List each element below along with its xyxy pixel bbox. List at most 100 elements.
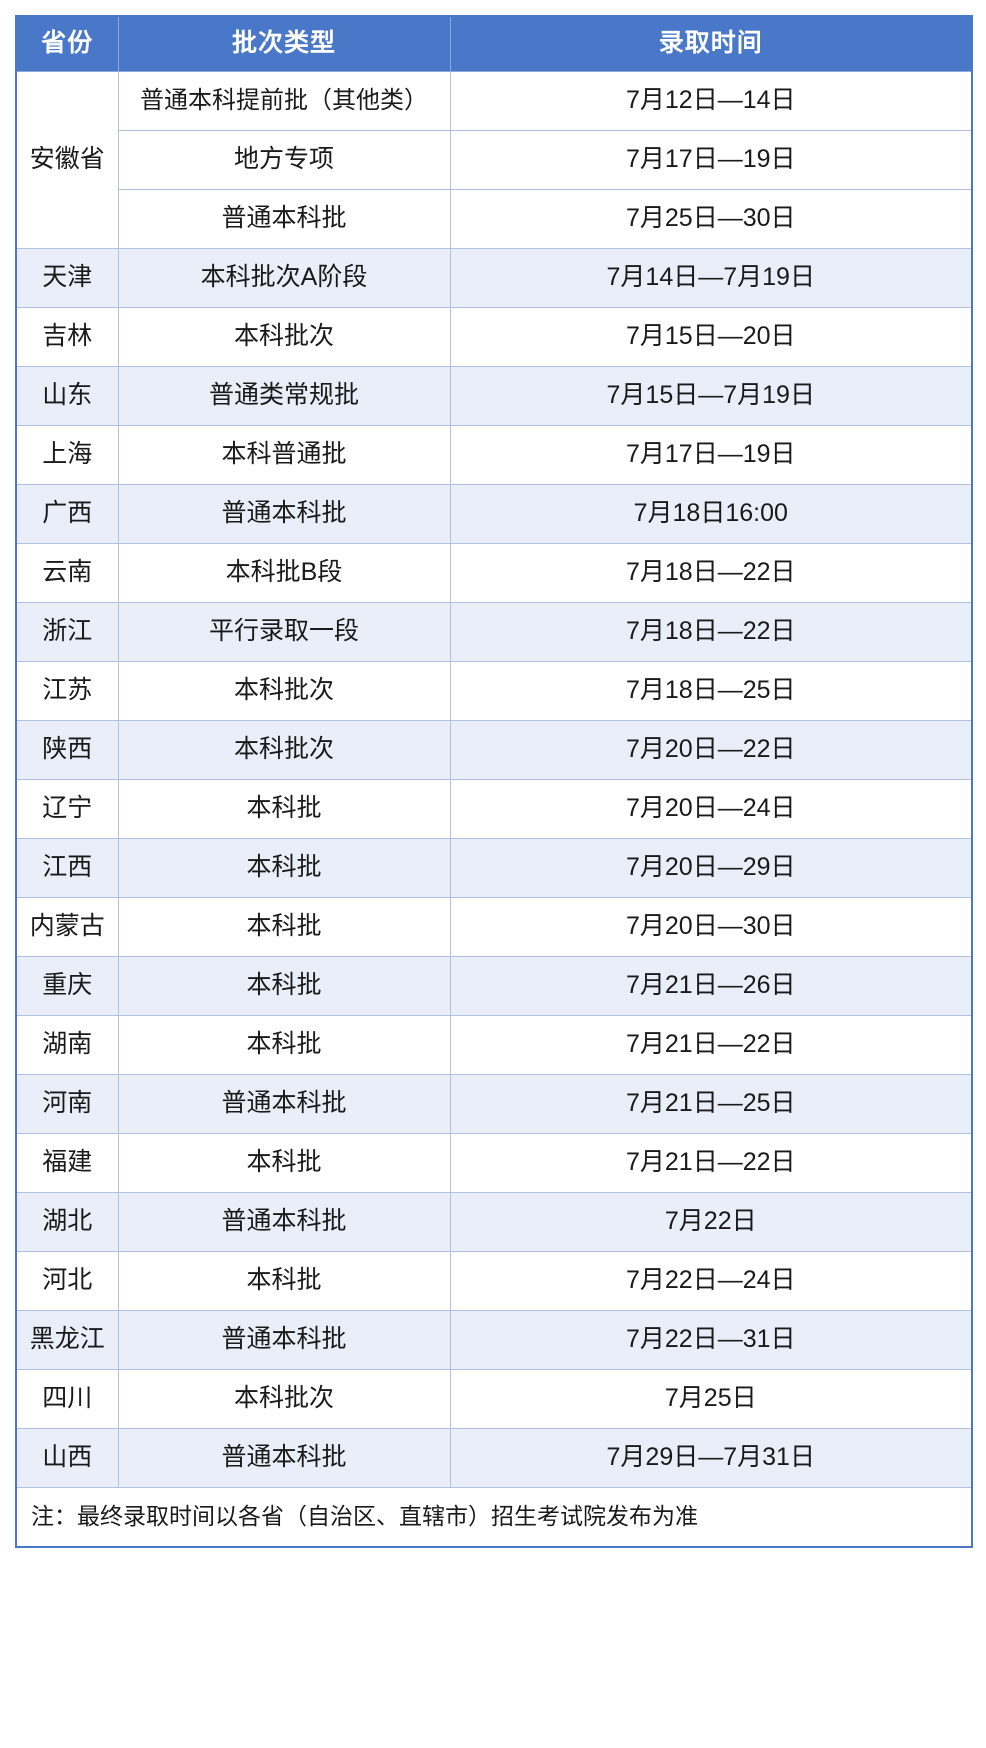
cell-province: 云南 [15,542,119,603]
cell-admission-time: 7月21日—26日 [449,955,973,1016]
cell-province: 吉林 [15,306,119,367]
cell-admission-time: 7月15日—7月19日 [449,365,973,426]
table-row: 广西 普通本科批 7月18日16:00 [15,483,973,544]
cell-province: 湖南 [15,1014,119,1075]
table-row: 辽宁 本科批 7月20日—24日 [15,778,973,839]
table-body: 安徽省 普通本科提前批（其他类） 7月12日—14日 地方专项 7月17日—19日 普通本… [15,70,973,1548]
cell-batch-type: 本科批 [117,896,451,957]
table-row: 湖南 本科批 7月21日—22日 [15,1014,973,1075]
cell-batch-type: 普通本科批 [117,188,451,249]
cell-batch-type: 普通本科批 [117,1191,451,1252]
table-row: 地方专项 7月17日—19日 [16,129,973,190]
admission-schedule-table: 省份 批次类型 录取时间 安徽省 普通本科提前批（其他类） 7月12日—14日 地方专… [15,15,973,1548]
cell-admission-time: 7月15日—20日 [449,306,973,367]
table-row: 内蒙古 本科批 7月20日—30日 [15,896,973,957]
column-header-province: 省份 [15,15,119,72]
table-row: 福建 本科批 7月21日—22日 [15,1132,973,1193]
table-row: 湖北 普通本科批 7月22日 [15,1191,973,1252]
cell-province: 黑龙江 [15,1309,119,1370]
cell-admission-time: 7月22日—31日 [449,1309,973,1370]
cell-admission-time: 7月21日—22日 [449,1014,973,1075]
cell-batch-type: 本科批次 [117,1368,451,1429]
cell-batch-type: 普通本科批 [117,1073,451,1134]
cell-admission-time: 7月12日—14日 [449,70,973,131]
table-row: 云南 本科批B段 7月18日—22日 [15,542,973,603]
cell-batch-type: 本科批次 [117,306,451,367]
table-row: 河北 本科批 7月22日—24日 [15,1250,973,1311]
cell-admission-time: 7月29日—7月31日 [449,1427,973,1488]
table-row: 天津 本科批次A阶段 7月14日—7月19日 [15,247,973,308]
cell-admission-time: 7月20日—24日 [449,778,973,839]
table-row: 浙江 平行录取一段 7月18日—22日 [15,601,973,662]
cell-admission-time: 7月25日—30日 [449,188,973,249]
cell-batch-type: 本科批 [117,837,451,898]
cell-batch-type: 本科批 [117,1014,451,1075]
table-header: 省份 批次类型 录取时间 [15,15,973,72]
cell-province: 山东 [15,365,119,426]
cell-admission-time: 7月14日—7月19日 [449,247,973,308]
cell-province: 四川 [15,1368,119,1429]
cell-batch-type: 本科批次 [117,660,451,721]
table-row: 普通本科批 7月25日—30日 [16,188,973,249]
cell-province: 河南 [15,1073,119,1134]
cell-admission-time: 7月18日—22日 [449,601,973,662]
cell-batch-type: 本科批次A阶段 [117,247,451,308]
cell-province: 内蒙古 [15,896,119,957]
table-row: 黑龙江 普通本科批 7月22日—31日 [15,1309,973,1370]
table-row: 重庆 本科批 7月21日—26日 [15,955,973,1016]
cell-batch-type: 普通本科提前批（其他类） [117,70,451,131]
cell-batch-type: 本科批 [117,955,451,1016]
cell-batch-type: 平行录取一段 [117,601,451,662]
cell-batch-type: 普通本科批 [117,483,451,544]
cell-batch-type: 普通类常规批 [117,365,451,426]
cell-batch-type: 本科批 [117,778,451,839]
cell-admission-time: 7月22日 [449,1191,973,1252]
table-row: 山东 普通类常规批 7月15日—7月19日 [15,365,973,426]
cell-batch-type: 本科普通批 [117,424,451,485]
cell-province: 陕西 [15,719,119,780]
cell-province: 浙江 [15,601,119,662]
cell-province: 山西 [15,1427,119,1488]
table-footnote: 注：最终录取时间以各省（自治区、直辖市）招生考试院发布为准 [15,1486,973,1548]
cell-province: 天津 [15,247,119,308]
table-row: 上海 本科普通批 7月17日—19日 [15,424,973,485]
table-row: 安徽省 普通本科提前批（其他类） 7月12日—14日 [15,70,973,249]
cell-province: 江苏 [15,660,119,721]
table-row: 江苏 本科批次 7月18日—25日 [15,660,973,721]
cell-province: 上海 [15,424,119,485]
cell-admission-time: 7月25日 [449,1368,973,1429]
table-row: 陕西 本科批次 7月20日—22日 [15,719,973,780]
cell-admission-time: 7月20日—29日 [449,837,973,898]
cell-admission-time: 7月20日—22日 [449,719,973,780]
cell-admission-time: 7月18日16:00 [449,483,973,544]
table-row: 江西 本科批 7月20日—29日 [15,837,973,898]
table-row: 河南 普通本科批 7月21日—25日 [15,1073,973,1134]
cell-batch-type: 普通本科批 [117,1427,451,1488]
cell-admission-time: 7月22日—24日 [449,1250,973,1311]
cell-batch-type: 本科批次 [117,719,451,780]
cell-batch-type: 普通本科批 [117,1309,451,1370]
cell-province: 福建 [15,1132,119,1193]
cell-admission-time: 7月21日—22日 [449,1132,973,1193]
table-row: 四川 本科批次 7月25日 [15,1368,973,1429]
cell-province: 重庆 [15,955,119,1016]
cell-batch-type: 本科批 [117,1250,451,1311]
cell-admission-time: 7月21日—25日 [449,1073,973,1134]
cell-batch-type: 本科批 [117,1132,451,1193]
note-row: 注：最终录取时间以各省（自治区、直辖市）招生考试院发布为准 [15,1486,973,1548]
cell-admission-time: 7月20日—30日 [449,896,973,957]
table-row: 吉林 本科批次 7月15日—20日 [15,306,973,367]
cell-province: 湖北 [15,1191,119,1252]
cell-province: 辽宁 [15,778,119,839]
cell-admission-time: 7月18日—25日 [449,660,973,721]
cell-admission-time: 7月17日—19日 [449,129,973,190]
table-row: 山西 普通本科批 7月29日—7月31日 [15,1427,973,1488]
cell-province: 安徽省 [15,70,119,249]
cell-batch-type: 本科批B段 [117,542,451,603]
column-header-admission-time: 录取时间 [449,15,973,72]
cell-admission-time: 7月18日—22日 [449,542,973,603]
cell-province: 河北 [15,1250,119,1311]
cell-province: 江西 [15,837,119,898]
cell-admission-time: 7月17日—19日 [449,424,973,485]
